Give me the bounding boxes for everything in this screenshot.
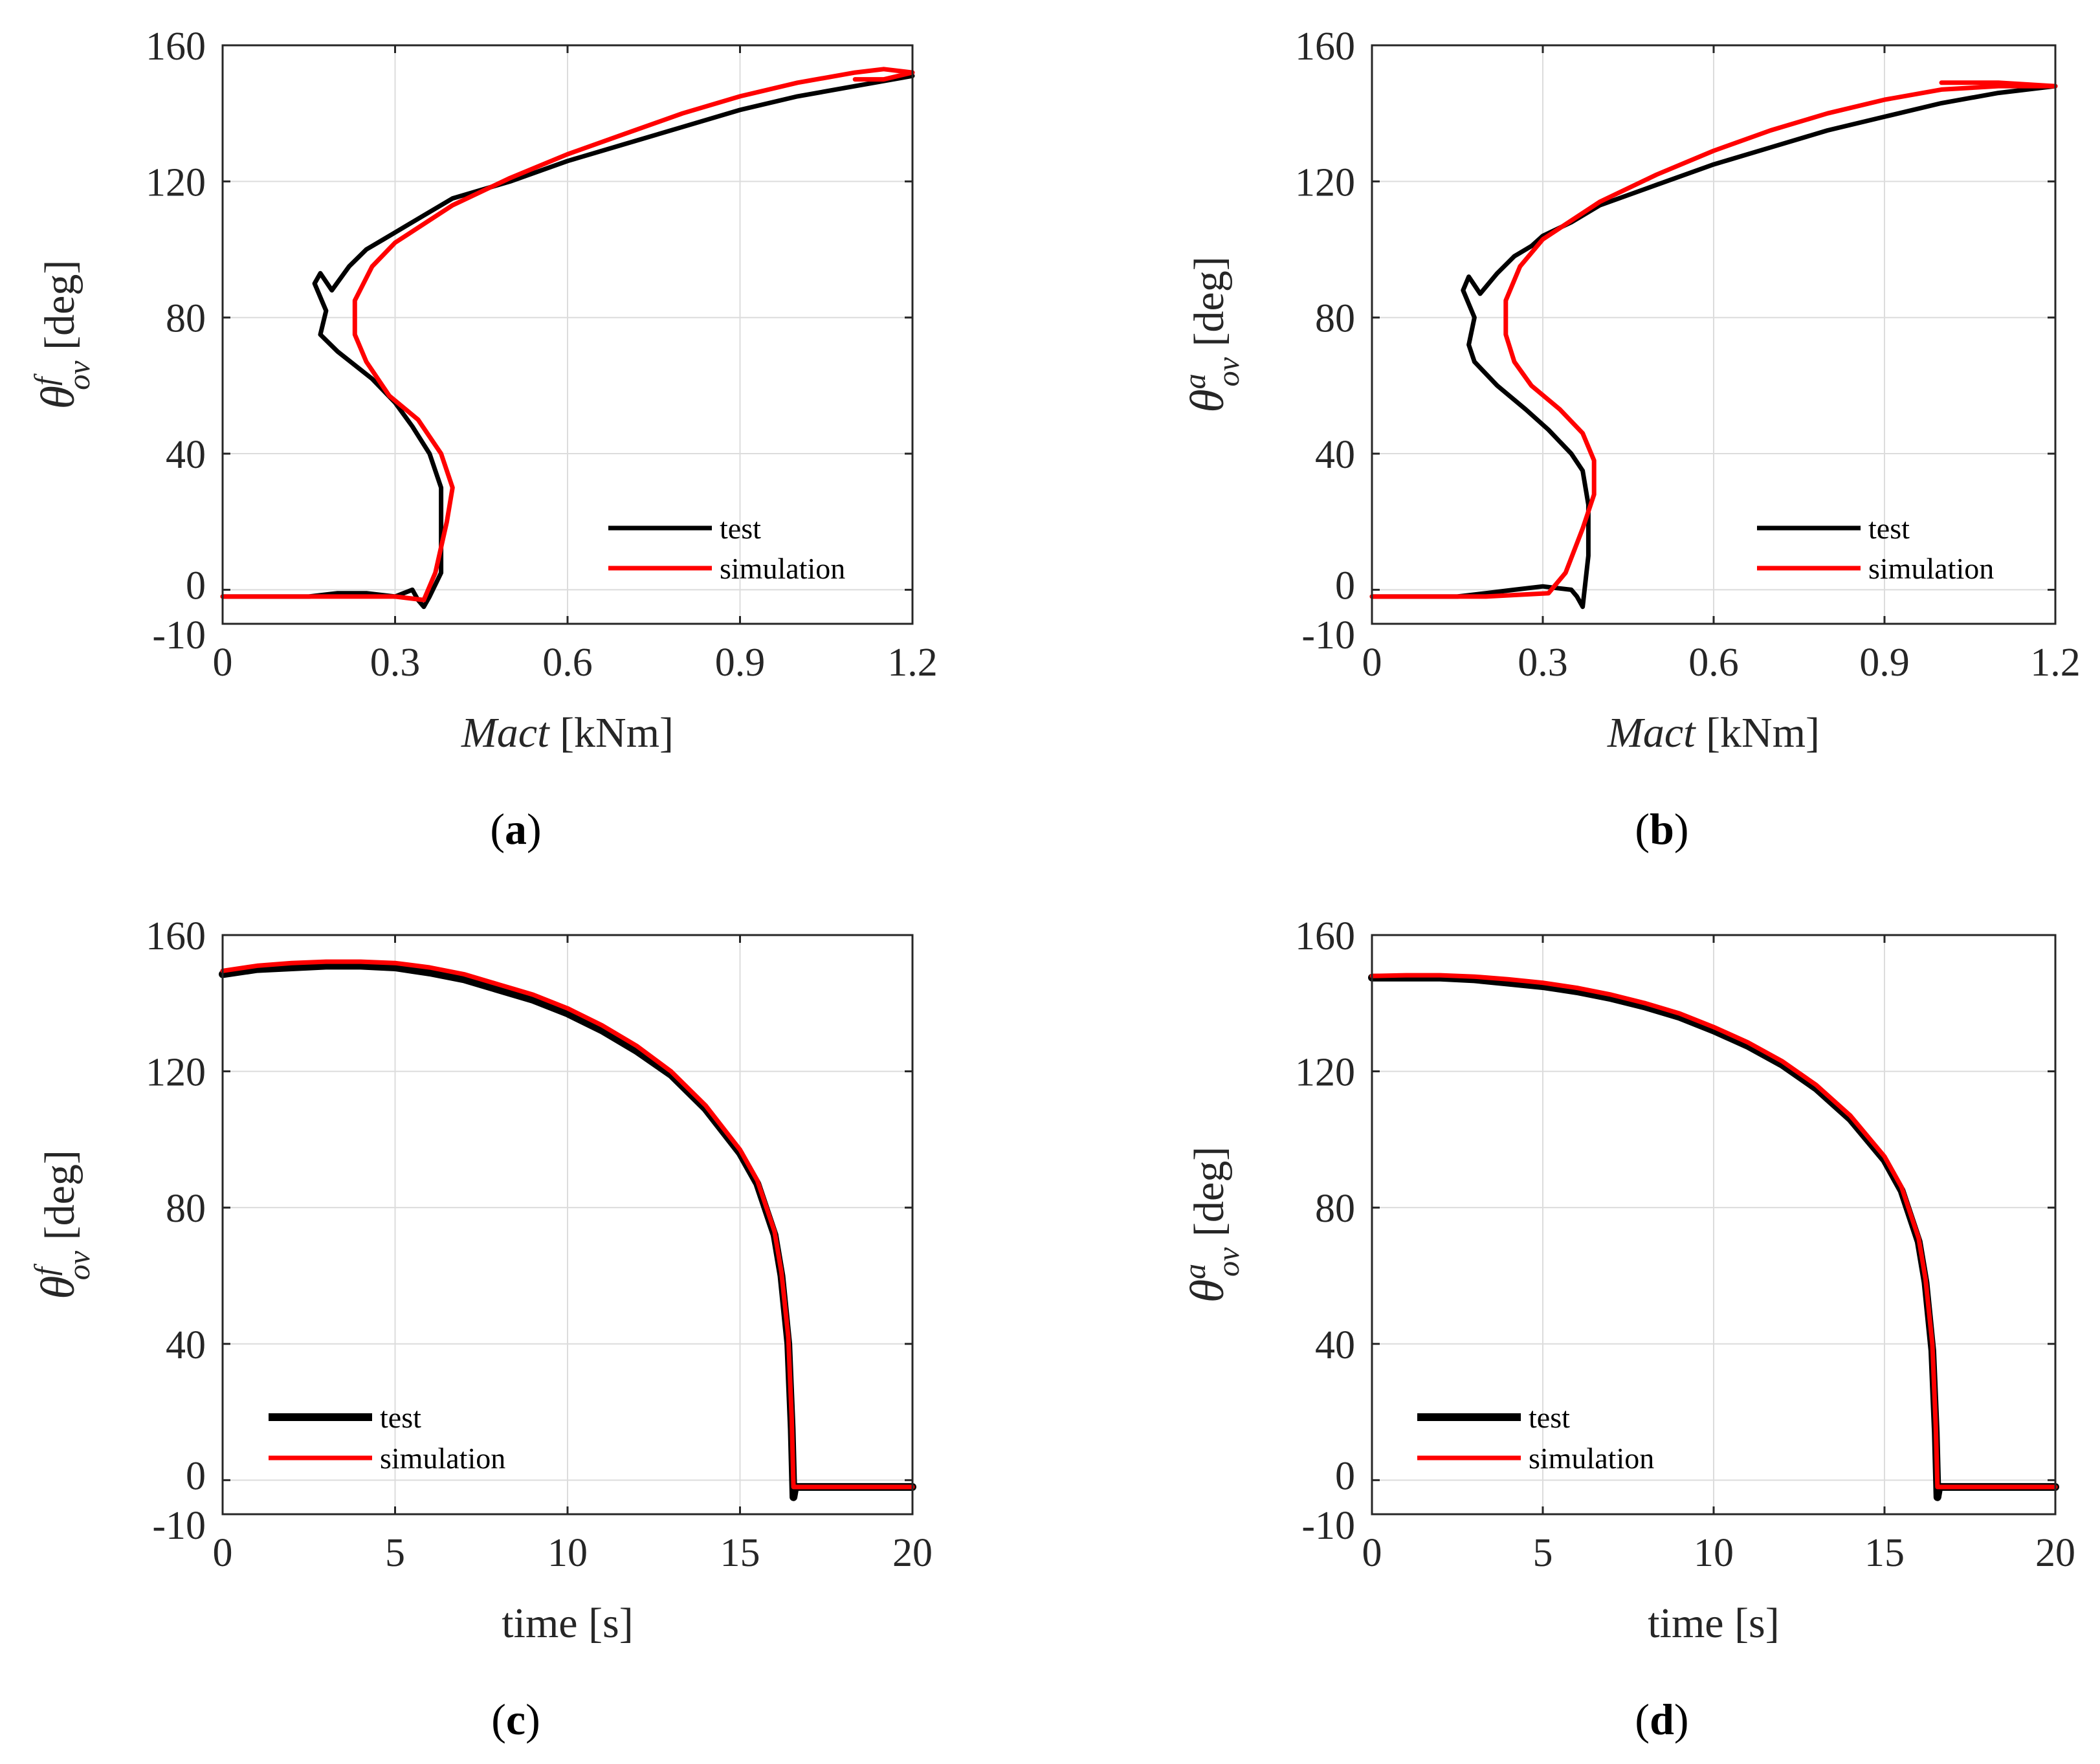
series-line-simulation <box>1369 973 2058 1490</box>
y-tick-label: 80 <box>166 1187 206 1231</box>
y-tick-label: 40 <box>1315 1323 1355 1367</box>
x-tick-label: 0.6 <box>542 641 593 685</box>
y-tick-label: -10 <box>1301 1504 1355 1548</box>
y-axis-label: θfov [deg] <box>28 260 96 410</box>
y-tick-label: 0 <box>1335 564 1355 608</box>
series-line-simulation <box>220 67 915 602</box>
x-tick-label: 0.6 <box>1688 641 1739 685</box>
series-line-simulation <box>1369 80 2058 599</box>
x-tick-label: 5 <box>1533 1531 1553 1575</box>
y-tick-label: 160 <box>1295 914 1355 958</box>
x-tick-label: 0 <box>1362 641 1382 685</box>
legend-label-test: test <box>1868 512 1910 545</box>
x-tick-label: 0 <box>213 1531 233 1575</box>
x-tick-label: 20 <box>2035 1531 2075 1575</box>
panel-label: (c) <box>491 1695 540 1744</box>
legend-label-test: test <box>380 1401 421 1434</box>
x-axis-label: time [s] <box>502 1600 633 1647</box>
y-tick-label: 0 <box>1335 1454 1355 1498</box>
legend: test simulation <box>269 1401 505 1475</box>
x-tick-label: 1.2 <box>887 641 938 685</box>
legend: test simulation <box>608 512 845 585</box>
series-line-test <box>220 73 915 610</box>
x-tick-label: 0.9 <box>715 641 766 685</box>
y-tick-label: 40 <box>1315 433 1355 477</box>
panel-label: (d) <box>1635 1695 1688 1744</box>
y-tick-label: 160 <box>146 914 206 958</box>
y-tick-label: 120 <box>1295 1051 1355 1095</box>
x-tick-label: 1.2 <box>2030 641 2081 685</box>
panel-label: (a) <box>490 804 541 854</box>
x-tick-label: 20 <box>892 1531 933 1575</box>
y-tick-label: 160 <box>146 25 206 69</box>
x-tick-label: 0.9 <box>1859 641 1910 685</box>
y-tick-label: -10 <box>152 613 206 657</box>
y-tick-label: 120 <box>1295 160 1355 204</box>
y-axis-label: θaov [deg] <box>1178 256 1246 412</box>
legend-label-test: test <box>1529 1401 1570 1434</box>
x-tick-label: 10 <box>547 1531 588 1575</box>
y-tick-label: 0 <box>186 1454 206 1498</box>
x-tick-label: 0 <box>1362 1531 1382 1575</box>
series-line-test <box>219 962 916 1501</box>
legend: test simulation <box>1417 1401 1654 1475</box>
x-tick-label: 0.3 <box>1518 641 1568 685</box>
x-axis-label: Mact [kNm] <box>461 709 674 756</box>
y-tick-label: 40 <box>166 433 206 477</box>
legend-label-simulation: simulation <box>1529 1442 1654 1475</box>
x-tick-label: 15 <box>720 1531 760 1575</box>
series-line-test <box>1368 973 2059 1501</box>
x-tick-label: 0.3 <box>370 641 421 685</box>
legend: test simulation <box>1757 512 1994 585</box>
y-tick-label: 80 <box>1315 1187 1355 1231</box>
x-tick-label: 0 <box>213 641 233 685</box>
y-tick-label: 160 <box>1295 25 1355 69</box>
x-axis-label: Mact [kNm] <box>1607 709 1820 756</box>
y-tick-label: 80 <box>1315 297 1355 341</box>
y-tick-label: -10 <box>152 1504 206 1548</box>
y-tick-label: 0 <box>186 564 206 608</box>
y-tick-label: 80 <box>166 297 206 341</box>
x-tick-label: 10 <box>1694 1531 1734 1575</box>
series-line-test <box>1369 83 2058 610</box>
legend-label-simulation: simulation <box>720 552 845 585</box>
y-tick-label: 40 <box>166 1323 206 1367</box>
x-axis-label: time [s] <box>1648 1600 1779 1647</box>
x-tick-label: 5 <box>385 1531 405 1575</box>
legend-label-simulation: simulation <box>1868 552 1994 585</box>
y-axis-label: θfov [deg] <box>28 1150 96 1299</box>
y-axis-label: θaov [deg] <box>1178 1147 1246 1303</box>
y-tick-label: 120 <box>146 160 206 204</box>
legend-label-test: test <box>720 512 761 545</box>
panel-label: (b) <box>1635 804 1688 854</box>
x-tick-label: 15 <box>1864 1531 1905 1575</box>
y-tick-label: -10 <box>1301 613 1355 657</box>
series-line-simulation <box>220 959 915 1490</box>
legend-label-simulation: simulation <box>380 1442 505 1475</box>
y-tick-label: 120 <box>146 1051 206 1095</box>
